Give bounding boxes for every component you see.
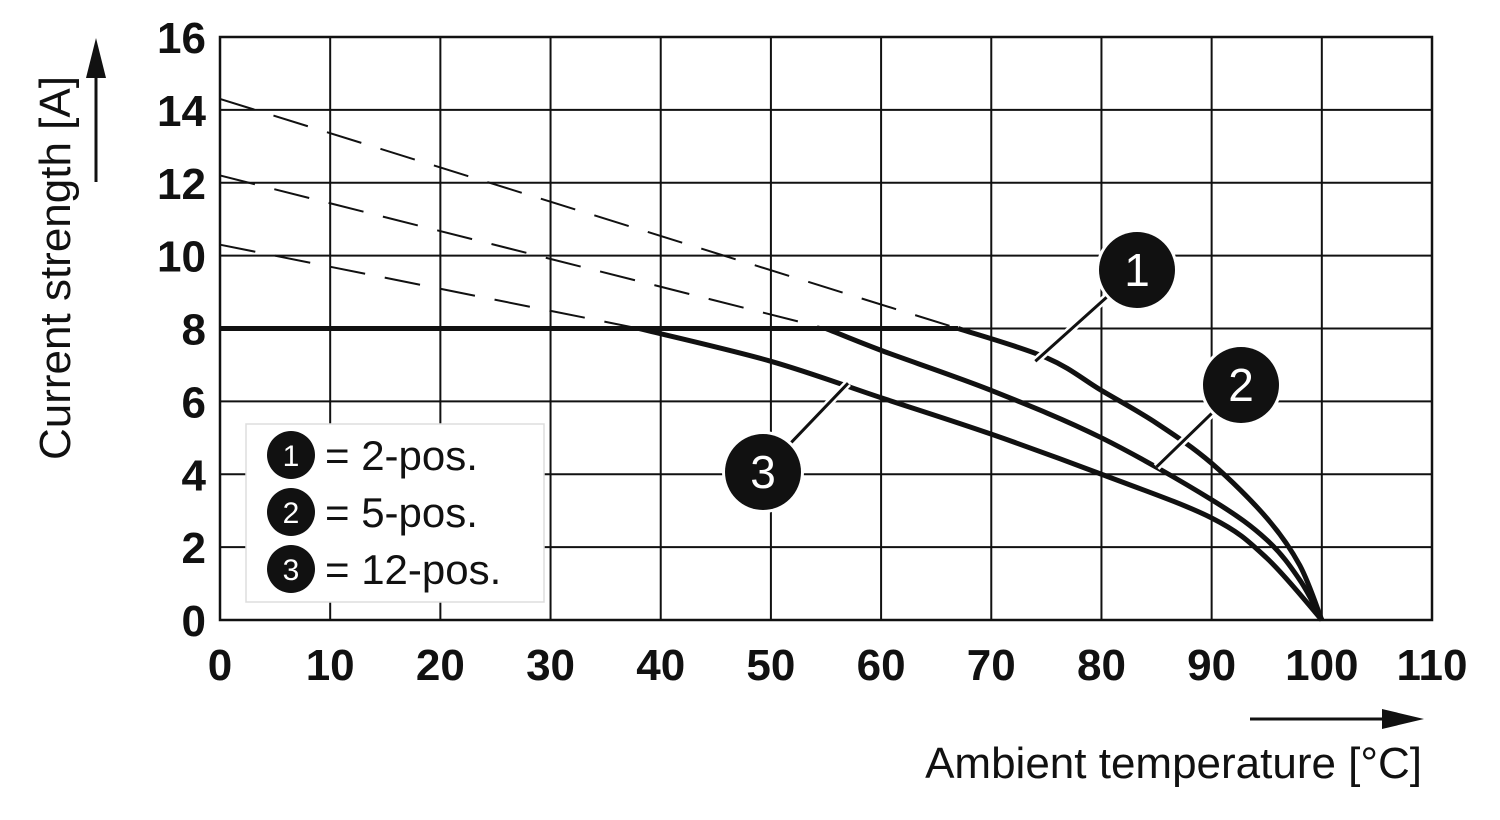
x-axis-title: Ambient temperature [°C] — [925, 739, 1422, 788]
x-tick-label: 50 — [746, 641, 795, 690]
callout-3-circle — [725, 434, 801, 510]
callout-2-number: 2 — [1228, 359, 1254, 411]
legend-marker-3-number: 3 — [283, 554, 300, 587]
y-tick-label: 6 — [182, 378, 206, 427]
y-axis-arrow-head — [86, 38, 106, 78]
y-tick-label: 10 — [157, 233, 206, 282]
y-tick-label: 4 — [182, 451, 207, 500]
x-tick-label: 30 — [526, 641, 575, 690]
series-3-dashed-extension — [219, 243, 639, 330]
dashed-extensions — [219, 97, 959, 330]
y-tick-label: 16 — [157, 14, 206, 63]
series-2-curve — [825, 326, 1325, 622]
callout-2-circle — [1203, 347, 1279, 423]
callout-1-leader — [1034, 294, 1110, 363]
y-tick-label: 2 — [182, 524, 206, 573]
x-tick-label: 90 — [1187, 641, 1236, 690]
callout-3-number: 3 — [750, 446, 776, 498]
legend-marker-2 — [267, 488, 315, 536]
x-tick-label: 70 — [967, 641, 1016, 690]
y-tick-label: 14 — [157, 87, 206, 136]
x-tick-label: 20 — [416, 641, 465, 690]
legend-label-1: = 2-pos. — [325, 432, 478, 479]
y-tick-label: 8 — [182, 306, 206, 355]
legend-marker-3 — [267, 545, 315, 593]
series-lines — [220, 326, 1325, 622]
x-tick-label: 80 — [1077, 641, 1126, 690]
legend: 1 = 2-pos. 2 = 5-pos. 3 = 12-pos. — [245, 423, 545, 603]
x-tick-label: 110 — [1397, 641, 1468, 690]
series-1-curve — [957, 326, 1325, 621]
legend-marker-1 — [267, 431, 315, 479]
callout-2-leader — [1155, 410, 1215, 469]
y-tick-label: 0 — [182, 597, 206, 646]
callouts: 1 2 3 — [722, 229, 1282, 513]
legend-label-2: = 5-pos. — [325, 489, 478, 536]
x-tick-label: 100 — [1285, 641, 1358, 690]
legend-marker-1-number: 1 — [283, 440, 300, 473]
x-tick-label: 10 — [306, 641, 355, 690]
y-tick-label: 12 — [157, 160, 206, 209]
callout-1-number: 1 — [1124, 244, 1150, 296]
series-2-dashed-extension — [219, 174, 827, 330]
x-tick-label: 40 — [636, 641, 685, 690]
callout-3-leader — [788, 382, 850, 446]
series-3-curve — [638, 326, 1324, 622]
callout-1-circle — [1099, 232, 1175, 308]
legend-label-3: = 12-pos. — [325, 546, 501, 593]
legend-marker-2-number: 2 — [283, 497, 300, 530]
x-tick-label: 0 — [208, 641, 232, 690]
y-axis-title: Current strength [A] — [31, 76, 80, 460]
x-axis-arrow-head — [1382, 709, 1424, 729]
x-tick-label: 60 — [857, 641, 906, 690]
series-1-dashed-extension — [219, 97, 959, 330]
